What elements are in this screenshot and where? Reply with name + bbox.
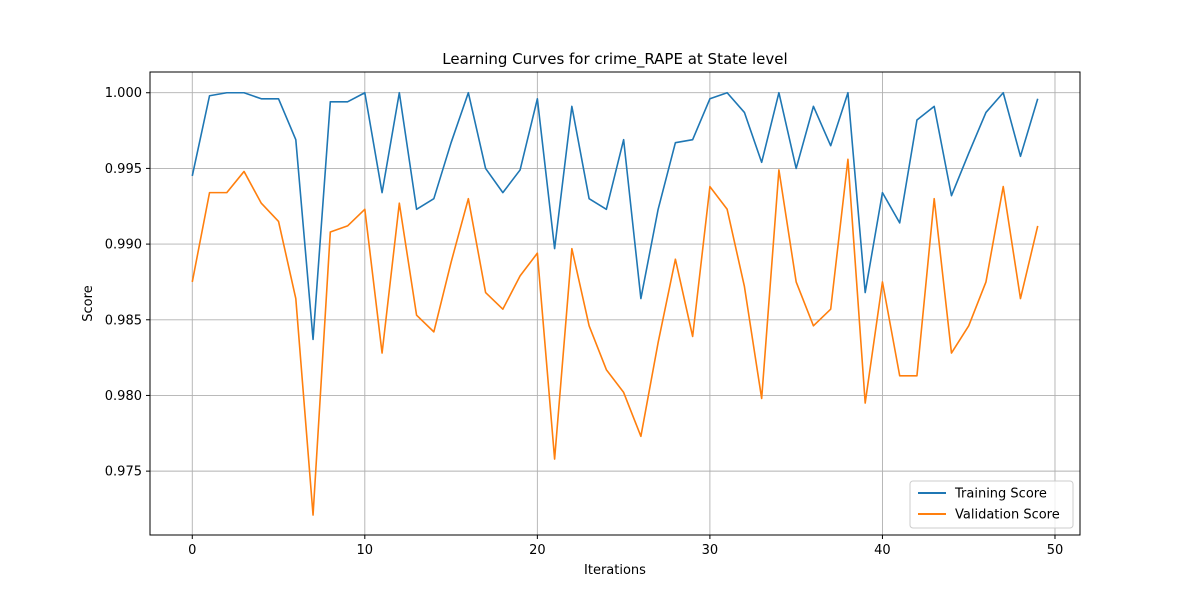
x-axis-label: Iterations bbox=[584, 563, 646, 578]
y-tick-label: 0.995 bbox=[105, 162, 142, 177]
x-tick-label: 10 bbox=[357, 543, 374, 558]
legend-label-training: Training Score bbox=[954, 487, 1047, 502]
validation-score-line bbox=[191, 158, 1039, 516]
chart-title: Learning Curves for crime_RAPE at State … bbox=[442, 50, 787, 69]
x-tick-label: 50 bbox=[1047, 543, 1064, 558]
y-axis-label: Score bbox=[81, 285, 96, 321]
y-tick-label: 0.985 bbox=[105, 313, 142, 328]
x-tick-label: 40 bbox=[874, 543, 891, 558]
y-tick-label: 1.000 bbox=[105, 86, 142, 101]
grid-lines bbox=[150, 72, 1080, 535]
y-axis-ticks: 0.975 0.980 0.985 0.990 0.995 1.000 bbox=[105, 86, 150, 480]
x-tick-label: 20 bbox=[529, 543, 546, 558]
legend: Training Score Validation Score bbox=[909, 480, 1074, 529]
y-tick-label: 0.990 bbox=[105, 238, 142, 253]
series-lines bbox=[191, 91, 1039, 516]
x-axis-ticks: 0 10 20 30 40 50 bbox=[188, 535, 1063, 558]
x-tick-label: 30 bbox=[702, 543, 719, 558]
y-tick-label: 0.975 bbox=[105, 465, 142, 480]
legend-label-validation: Validation Score bbox=[955, 508, 1060, 523]
training-score-line bbox=[191, 91, 1039, 341]
x-tick-label: 0 bbox=[188, 543, 196, 558]
y-tick-label: 0.980 bbox=[105, 389, 142, 404]
legend-box bbox=[909, 480, 1074, 529]
plot-frame bbox=[149, 71, 1081, 536]
